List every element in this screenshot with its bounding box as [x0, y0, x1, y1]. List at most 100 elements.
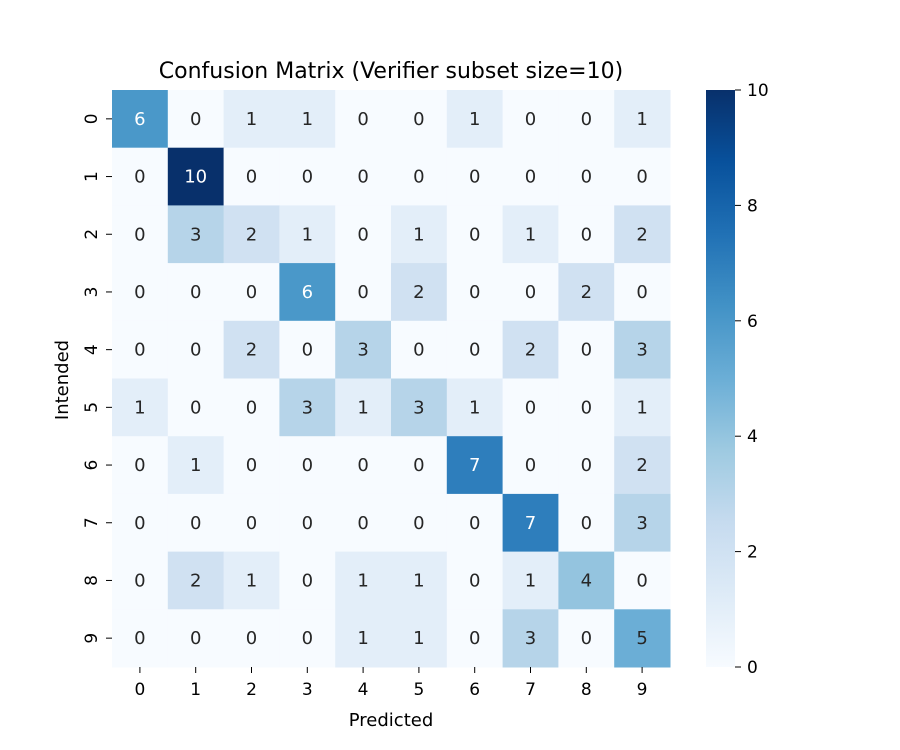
heatmap-cell-1-9 [614, 147, 671, 206]
heatmap-cell-1-8 [558, 147, 615, 206]
cell-value-label-2-9: 2 [636, 224, 647, 245]
heatmap-cell-6-4 [335, 436, 392, 495]
heatmap-cell-5-0 [112, 378, 169, 437]
cell-value-label-6-8: 0 [581, 455, 592, 476]
y-tick-label: 3 [82, 287, 102, 298]
heatmap-cell-0-0 [112, 90, 169, 149]
cell-value-label-1-3: 0 [302, 167, 313, 188]
x-tick-label: 9 [637, 680, 648, 700]
cell-value-label-7-0: 0 [134, 513, 145, 534]
cell-value-label-9-5: 1 [413, 628, 424, 649]
cell-value-label-2-5: 1 [413, 224, 424, 245]
heatmap-cell-1-6 [446, 147, 504, 206]
cell-value-label-8-7: 1 [525, 570, 536, 591]
x-tick-label: 4 [358, 680, 369, 700]
heatmap-cell-0-1 [167, 90, 225, 149]
cell-value-label-0-2: 1 [246, 109, 257, 130]
cell-value-label-3-6: 0 [469, 282, 480, 303]
cell-value-label-7-7: 7 [525, 513, 536, 534]
heatmap-cell-6-8 [558, 436, 615, 495]
cell-value-label-8-8: 4 [581, 570, 592, 591]
cell-value-label-3-8: 2 [581, 282, 592, 303]
heatmap-cell-0-6 [446, 90, 504, 149]
cell-value-label-2-0: 0 [134, 224, 145, 245]
cell-value-label-8-5: 1 [413, 570, 424, 591]
cell-value-label-7-1: 0 [190, 513, 201, 534]
heatmap-cell-4-2 [223, 320, 280, 379]
heatmap-cell-5-7 [502, 378, 559, 437]
cell-value-label-4-0: 0 [134, 340, 145, 361]
heatmap-cell-0-2 [223, 90, 280, 149]
heatmap-cell-9-1 [167, 609, 225, 668]
heatmap-cell-6-6 [446, 436, 504, 495]
cell-value-label-3-5: 2 [413, 282, 424, 303]
heatmap-cell-8-4 [335, 551, 392, 610]
heatmap-cell-7-3 [279, 493, 336, 553]
cell-value-label-9-8: 0 [581, 628, 592, 649]
cell-value-label-6-6: 7 [469, 455, 480, 476]
cell-value-label-5-3: 3 [302, 397, 313, 418]
cell-value-label-4-7: 2 [525, 340, 536, 361]
cell-value-label-9-3: 0 [302, 628, 313, 649]
cell-value-label-6-5: 0 [413, 455, 424, 476]
y-tick-label: 0 [82, 113, 102, 124]
cell-value-label-4-5: 0 [413, 340, 424, 361]
cell-value-label-0-8: 0 [581, 109, 592, 130]
y-tick-label: 5 [82, 402, 102, 413]
cell-value-label-2-6: 0 [469, 224, 480, 245]
cell-value-label-3-2: 0 [246, 282, 257, 303]
cell-value-label-2-7: 1 [525, 224, 536, 245]
cell-value-label-0-1: 0 [190, 109, 201, 130]
cell-value-label-7-4: 0 [357, 513, 368, 534]
y-tick-label: 4 [82, 344, 102, 355]
heatmap-cell-2-2 [223, 205, 280, 264]
heatmap-cell-6-9 [614, 436, 671, 495]
heatmap-cell-1-2 [223, 147, 280, 206]
heatmap-cell-2-8 [558, 205, 615, 264]
x-tick-label: 8 [581, 680, 592, 700]
chart-title: Confusion Matrix (Verifier subset size=1… [159, 59, 623, 84]
cell-value-label-5-9: 1 [636, 397, 647, 418]
heatmap-cell-5-2 [223, 378, 280, 437]
heatmap-cell-2-7 [502, 205, 559, 264]
heatmap-cell-5-8 [558, 378, 615, 437]
cell-value-label-8-6: 0 [469, 570, 480, 591]
cell-value-label-0-3: 1 [302, 109, 313, 130]
heatmap-cell-7-1 [167, 493, 225, 553]
y-axis-ticks: 0 1 2 3 4 5 6 7 8 9 [82, 113, 112, 644]
cell-value-label-1-5: 0 [413, 167, 424, 188]
cell-value-label-6-9: 2 [636, 455, 647, 476]
cell-value-label-0-6: 1 [469, 109, 480, 130]
x-tick-label: 6 [469, 680, 480, 700]
colorbar-tick-label: 0 [747, 658, 758, 678]
colorbar-tick-label: 4 [747, 427, 758, 447]
cell-value-label-3-1: 0 [190, 282, 201, 303]
cell-value-label-5-0: 1 [134, 397, 145, 418]
heatmap-cell-7-4 [335, 493, 392, 553]
heatmap-cell-5-3 [279, 378, 336, 437]
heatmap-cell-8-5 [391, 551, 448, 610]
x-tick-label: 7 [525, 680, 536, 700]
cell-value-label-6-1: 1 [190, 455, 201, 476]
heatmap-cell-4-4 [335, 320, 392, 379]
cell-value-label-9-2: 0 [246, 628, 257, 649]
cell-value-label-7-2: 0 [246, 513, 257, 534]
cell-value-label-9-1: 0 [190, 628, 201, 649]
cell-value-label-6-7: 0 [525, 455, 536, 476]
cell-value-label-5-7: 0 [525, 397, 536, 418]
heatmap-cell-4-0 [112, 320, 169, 379]
heatmap-cell-5-4 [335, 378, 392, 437]
heatmap-cell-1-4 [335, 147, 392, 206]
heatmap-cell-0-9 [614, 90, 671, 149]
heatmap-cell-0-4 [335, 90, 392, 149]
x-tick-label: 2 [246, 680, 257, 700]
heatmap-cell-7-6 [446, 493, 504, 553]
heatmap-cell-3-6 [446, 263, 504, 322]
cell-value-label-7-6: 0 [469, 513, 480, 534]
heatmap-cell-0-7 [502, 90, 559, 149]
cell-value-label-0-7: 0 [525, 109, 536, 130]
heatmap-cell-2-0 [112, 205, 169, 264]
x-axis-ticks: 0 1 2 3 4 5 6 7 8 9 [134, 667, 648, 700]
heatmap-cell-7-8 [558, 493, 615, 553]
heatmap-cell-8-2 [223, 551, 280, 610]
